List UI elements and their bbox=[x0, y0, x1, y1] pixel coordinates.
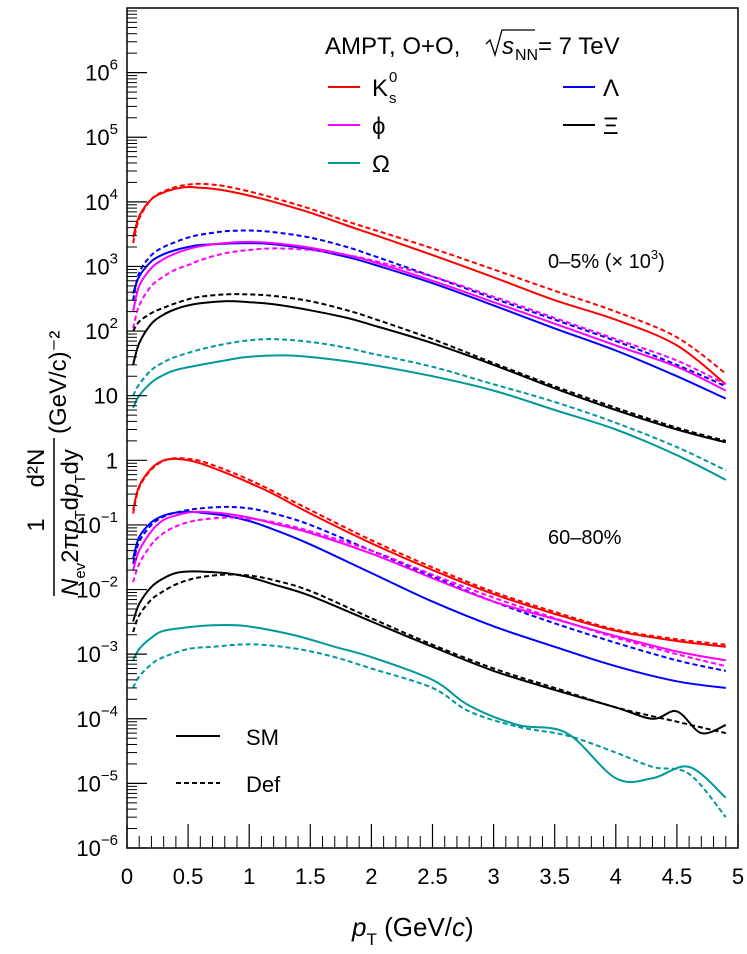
x-axis-title: pT (GeV/c) bbox=[351, 912, 474, 949]
y-tick-label: 10−4 bbox=[76, 703, 118, 732]
legend-label-phi: ϕ bbox=[372, 113, 385, 140]
series-lambda-60-80-def bbox=[132, 505, 727, 672]
y-title-numerator-one: 1 bbox=[23, 518, 50, 531]
series-xi-60-80-sm bbox=[132, 570, 727, 735]
y-tick-label: 102 bbox=[85, 315, 118, 344]
series-omega-60-80-def bbox=[132, 643, 727, 818]
series-k0s-0-5-sm bbox=[132, 185, 727, 386]
x-tick-label: 2 bbox=[365, 864, 377, 889]
y-title-numerator-d2n: d²N bbox=[23, 449, 50, 488]
x-tick-label: 4 bbox=[610, 864, 622, 889]
y-title-denominator: Nev2πpTdpTdy bbox=[57, 449, 89, 596]
title-s: s bbox=[502, 33, 514, 60]
series-xi-60-80-def bbox=[132, 573, 727, 735]
title-nn: NN bbox=[515, 47, 538, 64]
annotation-central: 0–5% (× 103) bbox=[548, 247, 665, 273]
legend-label-lambda: Λ bbox=[603, 75, 619, 102]
legend-label-xi: Ξ bbox=[603, 113, 619, 140]
x-tick-label: 0 bbox=[121, 864, 133, 889]
legend-label-k0s-sup: 0 bbox=[389, 69, 397, 86]
y-tick-label: 10−6 bbox=[76, 832, 118, 861]
series-phi-0-5-sm bbox=[132, 240, 727, 392]
series-phi-60-80-def bbox=[132, 516, 727, 668]
annotation-peripheral: 60–80% bbox=[548, 527, 622, 549]
legend-label-omega: Ω bbox=[372, 151, 390, 178]
y-tick-label: 10 bbox=[94, 384, 118, 409]
series-k0s-0-5-def bbox=[132, 182, 727, 375]
legend-label-k0s-sub: s bbox=[389, 90, 397, 107]
chart-title: AMPT, O+O, bbox=[325, 33, 460, 60]
y-tick-label: 10−5 bbox=[76, 767, 118, 796]
particle-legend: K 0 s Λ ϕ Ξ Ω bbox=[328, 69, 619, 178]
y-tick-label: 10−2 bbox=[76, 574, 118, 603]
series-xi-0-5-sm bbox=[132, 300, 727, 444]
series-omega-0-5-def bbox=[132, 338, 727, 472]
x-tick-label: 4.5 bbox=[662, 864, 693, 889]
y-tick-label: 10−3 bbox=[76, 638, 118, 667]
series-k0s-60-80-def bbox=[132, 457, 726, 646]
legend-label-sm: SM bbox=[246, 725, 279, 750]
y-tick-label: 106 bbox=[85, 57, 118, 86]
series-omega-0-5-sm bbox=[132, 354, 727, 481]
y-tick-label: 104 bbox=[85, 186, 118, 215]
title-suffix: = 7 TeV bbox=[538, 33, 620, 60]
y-tick-label: 10−1 bbox=[76, 509, 118, 538]
series-xi-0-5-def bbox=[132, 293, 727, 442]
legend-label-def: Def bbox=[246, 772, 281, 797]
title-sqrt: s NN = 7 TeV bbox=[485, 29, 620, 64]
x-tick-label: 3 bbox=[487, 864, 499, 889]
series-k0s-60-80-sm bbox=[132, 457, 726, 648]
series-lambda-0-5-def bbox=[132, 229, 727, 388]
x-tick-label: 2.5 bbox=[417, 864, 448, 889]
legend-label-k0s: K bbox=[372, 75, 388, 102]
sqrt-sign bbox=[485, 29, 535, 58]
series-omega-60-80-sm bbox=[132, 623, 727, 799]
y-title-unit: (GeV/c)⁻² bbox=[45, 331, 72, 434]
x-tick-label: 1.5 bbox=[295, 864, 326, 889]
x-tick-label: 3.5 bbox=[539, 864, 570, 889]
x-tick-label: 1 bbox=[243, 864, 255, 889]
x-tick-label: 5 bbox=[732, 864, 744, 889]
curves-layer bbox=[132, 182, 727, 818]
style-legend: SM Def bbox=[176, 725, 281, 797]
series-lambda-0-5-sm bbox=[132, 242, 727, 400]
y-axis-title: 1 Nev2πpTdpTdy d²N (GeV/c)⁻² bbox=[23, 331, 89, 596]
axes-layer: 0 0.5 1 1.5 2 2.5 3 3.5 4 4.5 5 10−6 10−5 10−4 10−3 10−… bbox=[76, 10, 744, 889]
y-tick-label: 105 bbox=[85, 121, 118, 150]
y-tick-label: 103 bbox=[85, 250, 118, 279]
x-tick-label: 0.5 bbox=[173, 864, 204, 889]
y-tick-label: 1 bbox=[106, 448, 118, 473]
